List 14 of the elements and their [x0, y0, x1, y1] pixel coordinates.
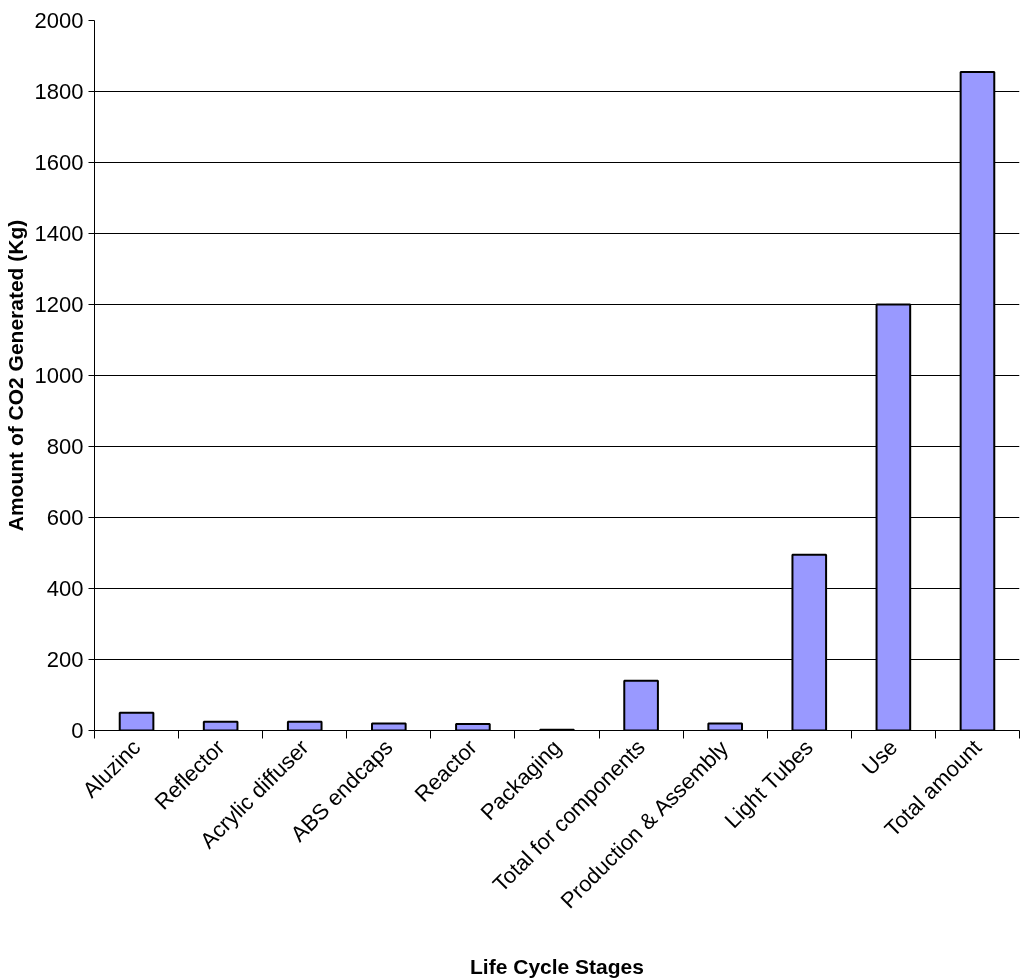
y-tick-label: 200 [46, 647, 84, 672]
y-tick-label: 800 [46, 434, 84, 459]
y-tick-label: 1000 [34, 363, 84, 388]
y-tick-label: 0 [71, 718, 84, 743]
y-tick-label: 1400 [34, 221, 84, 246]
y-tick-label: 400 [46, 576, 84, 601]
y-tick-label: 600 [46, 505, 84, 530]
y-tick-label: 1200 [34, 292, 84, 317]
x-tick-label: Use [856, 734, 903, 780]
y-axis-title: Amount of CO2 Generated (Kg) [3, 219, 27, 532]
y-tick-label: 2000 [34, 8, 84, 33]
y-tick-label: 1800 [34, 79, 84, 104]
x-axis-title: Life Cycle Stages [470, 955, 644, 978]
y-tick-label: 1600 [34, 150, 84, 175]
